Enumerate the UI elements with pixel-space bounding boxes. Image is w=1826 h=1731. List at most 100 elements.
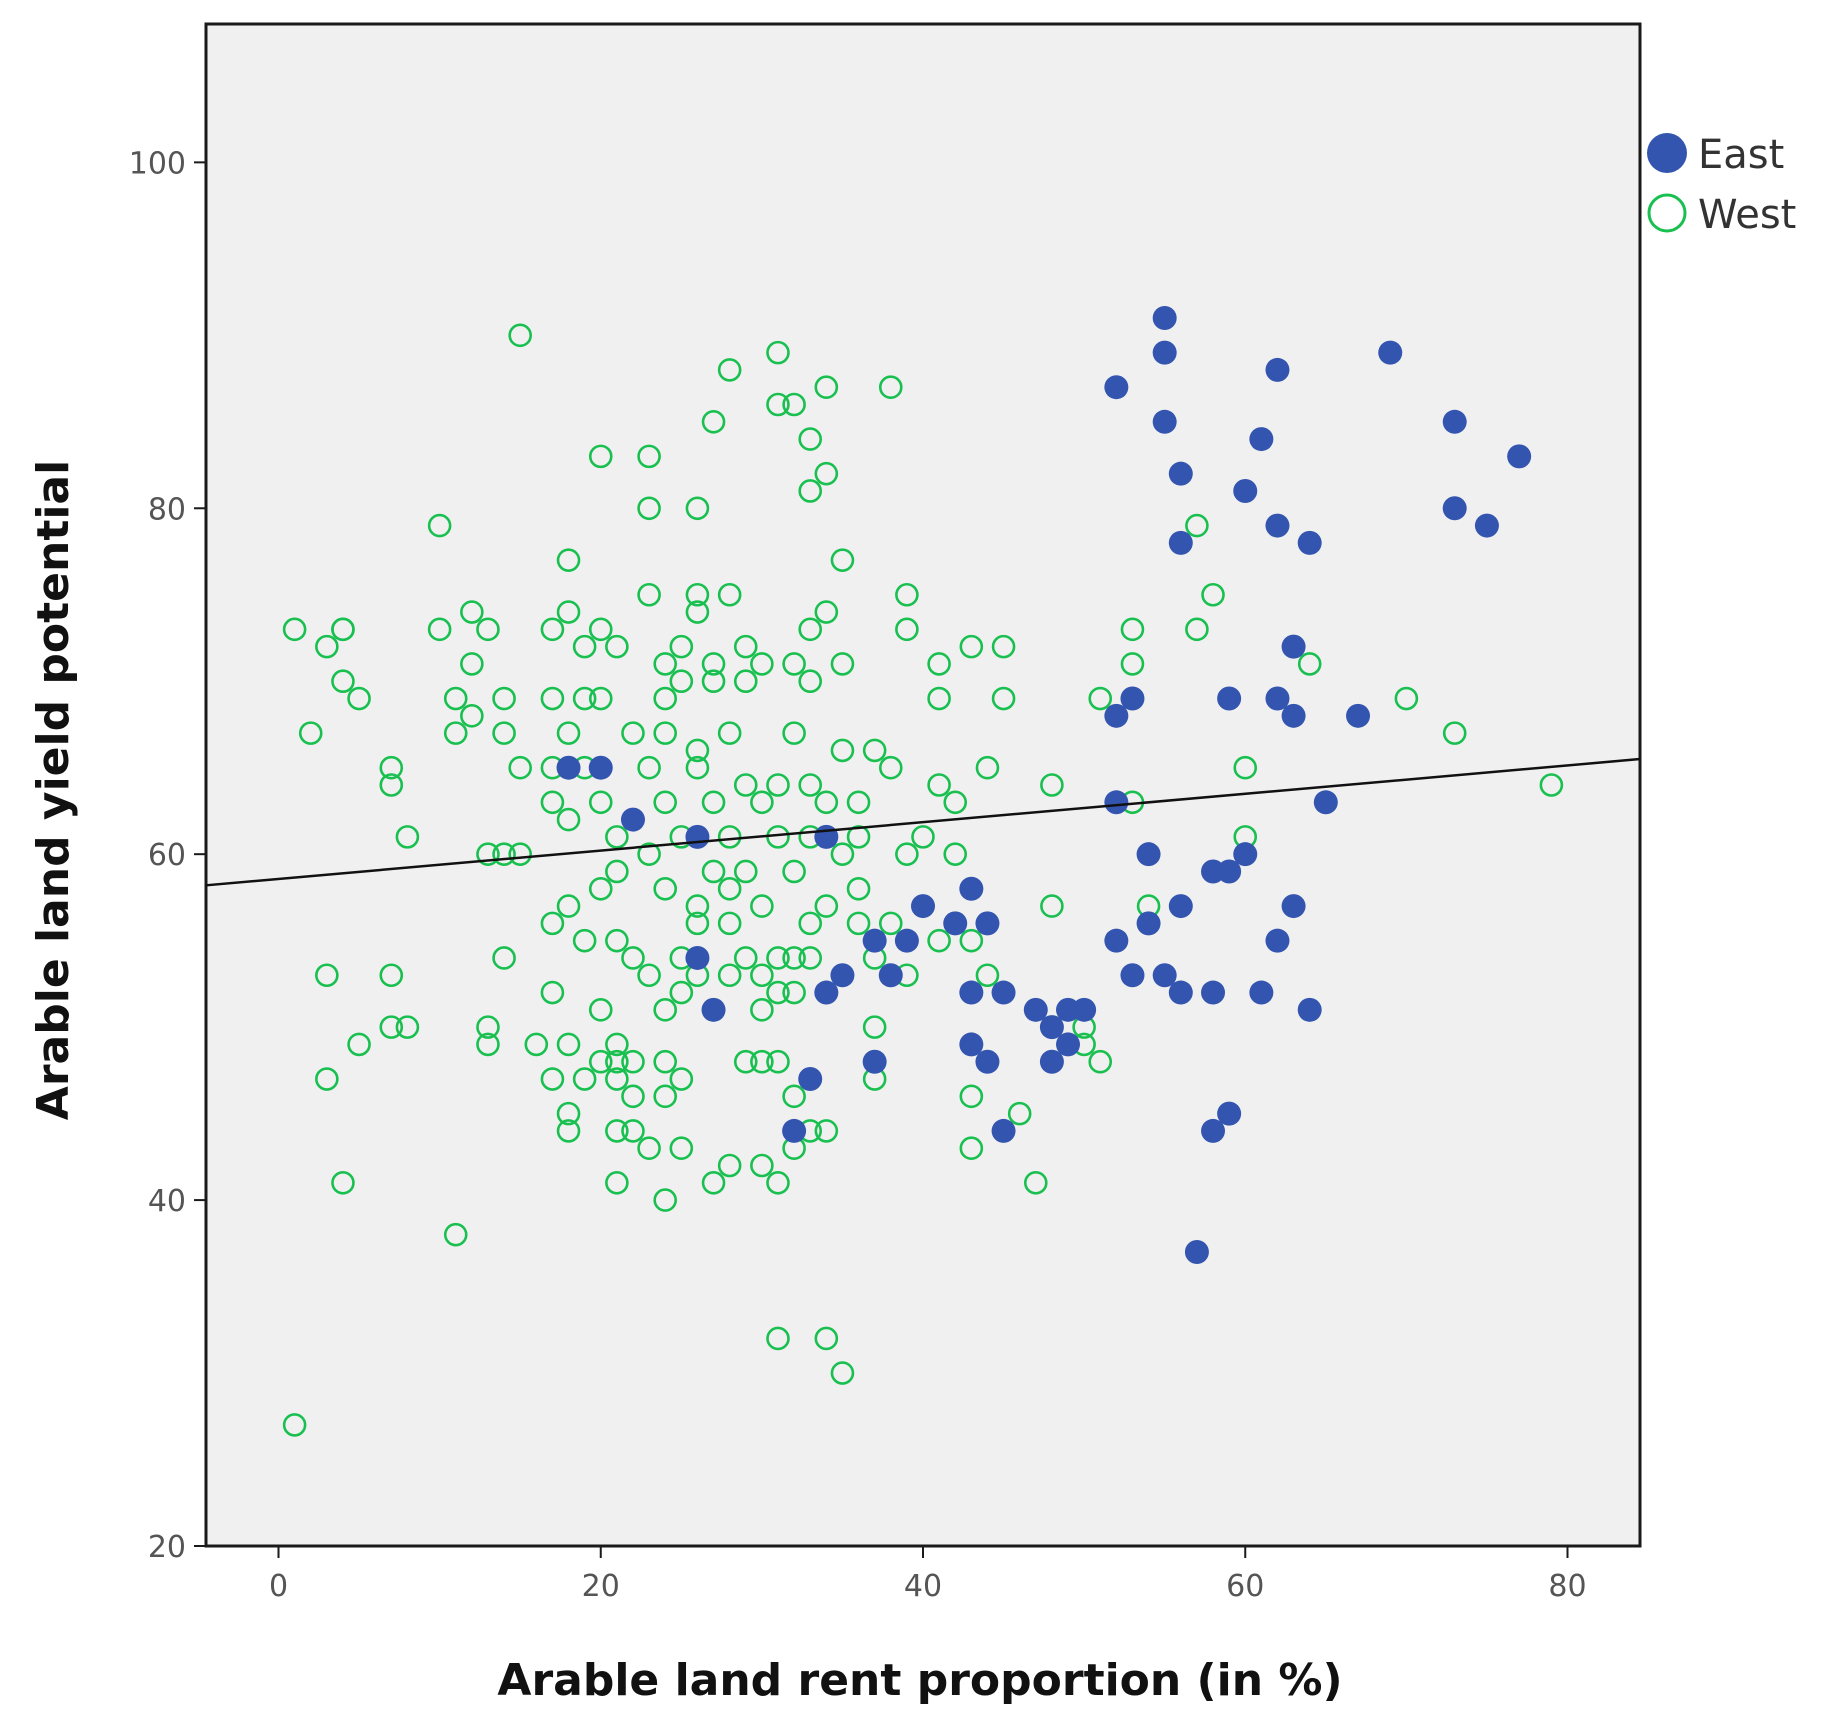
- west-point: [991, 634, 1016, 659]
- west-point: [443, 1222, 468, 1247]
- east-point: [1265, 928, 1290, 953]
- west-point: [782, 946, 806, 970]
- west-point: [975, 963, 1000, 988]
- west-point: [540, 617, 565, 642]
- east-point: [1507, 444, 1532, 469]
- east-point: [814, 980, 839, 1005]
- east-point: [1152, 963, 1177, 988]
- west-point: [588, 998, 613, 1022]
- west-point: [476, 617, 500, 642]
- west-point: [927, 652, 951, 676]
- east-point: [911, 894, 935, 919]
- east-point: [1168, 894, 1193, 919]
- west-point: [315, 963, 339, 988]
- east-point: [1313, 790, 1338, 815]
- west-point: [476, 842, 500, 866]
- west-point: [524, 1032, 549, 1057]
- west-point: [878, 755, 903, 780]
- west-point: [733, 773, 758, 797]
- west-point: [895, 842, 919, 866]
- east-point: [1168, 980, 1193, 1005]
- west-point: [766, 773, 790, 797]
- west-point: [1539, 773, 1564, 797]
- west-point: [282, 1413, 307, 1437]
- west-point: [460, 704, 484, 728]
- west-point: [733, 669, 758, 694]
- west-point: [556, 1119, 581, 1143]
- west-point: [669, 1136, 694, 1161]
- y-tick-label: 100: [129, 146, 186, 181]
- west-point: [588, 617, 613, 642]
- west-point: [379, 1015, 404, 1039]
- plot-area: [204, 22, 1642, 1548]
- west-point: [572, 1067, 597, 1091]
- west-point: [621, 721, 645, 745]
- west-point: [556, 548, 581, 572]
- west-point: [750, 652, 774, 676]
- west-point: [1088, 1049, 1113, 1074]
- west-point: [862, 738, 887, 763]
- west-point: [605, 825, 629, 849]
- west-point: [766, 392, 790, 417]
- east-point: [959, 876, 984, 901]
- east-point: [830, 963, 855, 988]
- west-point: [685, 600, 710, 624]
- west-point: [476, 1015, 500, 1039]
- east-point: [1442, 409, 1467, 434]
- west-point: [1120, 617, 1145, 642]
- east-point: [1104, 928, 1129, 953]
- west-point: [717, 358, 742, 382]
- west-point: [830, 842, 855, 866]
- west-point: [830, 652, 855, 676]
- west-point: [1023, 1170, 1048, 1195]
- west-point: [798, 617, 823, 642]
- west-point: [395, 1015, 420, 1039]
- west-point: [750, 790, 774, 815]
- east-point: [1233, 478, 1258, 503]
- legend: East West: [1647, 132, 1796, 238]
- east-point: [1346, 703, 1371, 728]
- west-point: [315, 634, 339, 659]
- west-point: [427, 513, 452, 538]
- x-tick-label: 60: [1226, 1569, 1264, 1604]
- west-point: [750, 963, 774, 988]
- west-point: [717, 876, 742, 901]
- west-point: [508, 842, 532, 866]
- west-point: [621, 1049, 645, 1074]
- east-point: [1168, 461, 1193, 486]
- west-point: [540, 1067, 565, 1091]
- west-point: [798, 911, 823, 936]
- west-point: [798, 773, 823, 797]
- west-point: [927, 773, 951, 797]
- east-point: [1152, 409, 1177, 434]
- east-point: [1039, 1049, 1064, 1074]
- west-point: [347, 1032, 371, 1057]
- west-point: [733, 1049, 758, 1074]
- west-point: [766, 980, 790, 1005]
- west-point: [717, 721, 742, 745]
- east-point: [1136, 911, 1161, 936]
- west-point: [846, 876, 871, 901]
- west-point: [750, 1153, 774, 1178]
- west-point: [556, 600, 581, 624]
- west-point: [685, 755, 710, 780]
- east-point: [1104, 790, 1129, 815]
- west-point: [846, 825, 871, 849]
- east-point: [1217, 1101, 1242, 1126]
- west-point: [991, 686, 1016, 711]
- east-point: [1281, 703, 1306, 728]
- west-point: [943, 790, 968, 815]
- west-point: [556, 807, 581, 832]
- west-point: [653, 1188, 678, 1212]
- west-point: [605, 1049, 629, 1074]
- west-point: [766, 1049, 790, 1074]
- east-point: [1249, 427, 1274, 452]
- west-point: [685, 496, 710, 521]
- west-point: [1201, 582, 1225, 607]
- east-point: [1265, 513, 1290, 538]
- east-point: [1023, 997, 1048, 1022]
- west-point: [798, 479, 823, 503]
- west-point: [460, 652, 484, 676]
- west-point: [637, 582, 661, 607]
- east-point: [1152, 306, 1177, 331]
